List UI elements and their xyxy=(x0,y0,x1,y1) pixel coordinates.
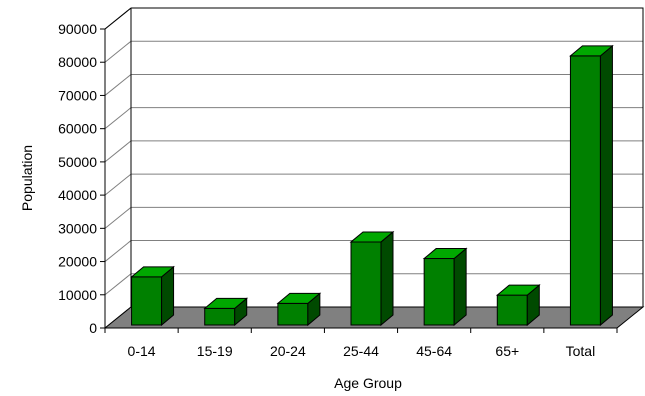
y-tick-label: 50000 xyxy=(58,154,97,170)
y-tick-label: 40000 xyxy=(58,187,97,203)
gridline xyxy=(104,206,643,229)
bar-front-face xyxy=(131,276,163,326)
bar-side-face xyxy=(380,230,394,327)
gridline xyxy=(104,40,643,63)
bar-top-face xyxy=(130,266,175,278)
gridline xyxy=(104,7,643,30)
gridline xyxy=(104,107,643,130)
y-tick-label: 60000 xyxy=(58,121,97,137)
bar xyxy=(569,44,614,327)
bar-front-face xyxy=(277,302,309,326)
bar-front-face xyxy=(350,241,382,326)
y-tick-label: 20000 xyxy=(58,254,97,270)
x-tick-label: Total xyxy=(566,343,596,359)
y-tick-label: 70000 xyxy=(58,87,97,103)
bar xyxy=(495,284,541,327)
gridline xyxy=(104,73,643,96)
y-axis-top-edge xyxy=(104,7,132,30)
x-tick-label: 65+ xyxy=(495,343,519,359)
y-tick-label: 90000 xyxy=(58,21,97,37)
bar xyxy=(203,297,249,327)
y-tick-label: 30000 xyxy=(58,220,97,236)
x-tick-label: 25-44 xyxy=(343,343,379,359)
bar-front-face xyxy=(204,307,236,326)
bar-top-face xyxy=(203,297,249,309)
gridline xyxy=(104,173,643,196)
back-wall-frame xyxy=(131,7,644,307)
x-tick-label: 15-19 xyxy=(197,343,233,359)
axes xyxy=(100,7,644,333)
bar-top-face xyxy=(569,45,614,57)
x-tick-label: 20-24 xyxy=(270,343,306,359)
bar-side-face xyxy=(599,44,613,327)
bar xyxy=(130,265,175,327)
bar-top-face xyxy=(349,231,395,243)
bar-top-face xyxy=(495,284,541,296)
x-tick-label: 0-14 xyxy=(128,343,156,359)
bar-front-face xyxy=(496,294,528,326)
y-axis-title: Population xyxy=(19,145,35,211)
x-tick-labels: 0-14 15-19 20-24 25-44 45-64 65+ Total xyxy=(128,343,596,359)
bar xyxy=(349,230,395,327)
x-axis-title: Age Group xyxy=(334,375,402,391)
bars xyxy=(130,44,614,327)
x-tick-label: 45-64 xyxy=(416,343,452,359)
y-tick-labels: 0 10000 20000 30000 40000 50000 60000 70000 8000… xyxy=(58,21,97,336)
bar-side-face xyxy=(453,247,467,327)
bar xyxy=(276,292,322,327)
bar-top-face xyxy=(422,248,468,260)
bar-front-face xyxy=(423,258,455,326)
bar-front-face xyxy=(569,55,601,326)
y-tick-label: 0 xyxy=(89,320,97,336)
gridline xyxy=(104,140,643,163)
bar-top-face xyxy=(276,292,322,304)
bar xyxy=(422,247,468,327)
y-tick-label: 10000 xyxy=(58,287,97,303)
y-tick-label: 80000 xyxy=(58,54,97,70)
